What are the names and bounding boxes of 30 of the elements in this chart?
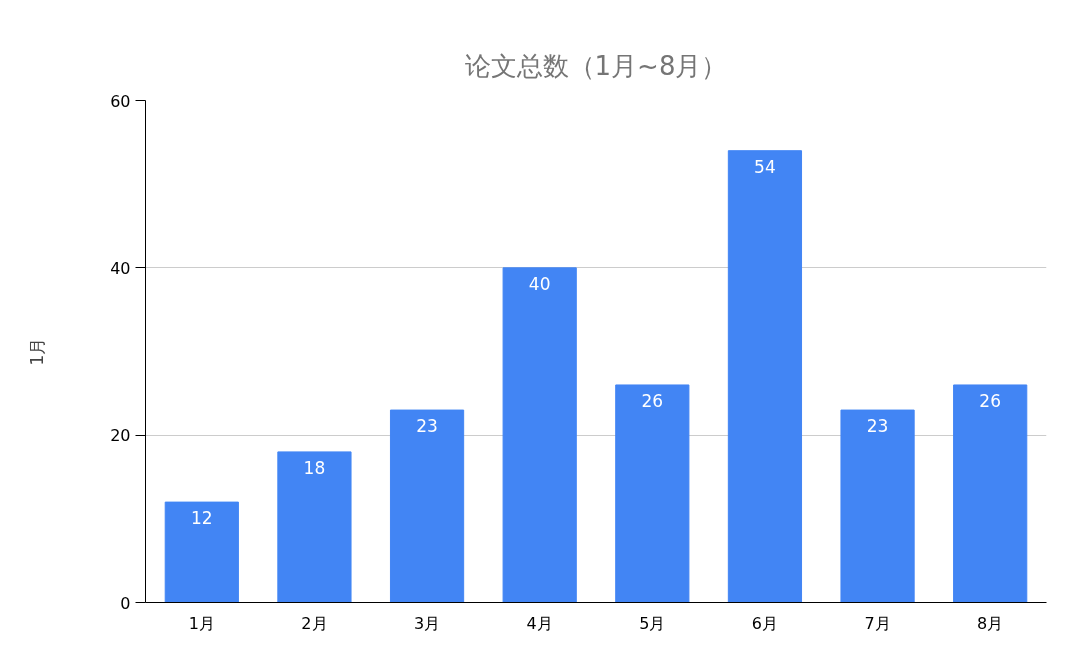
bar (953, 384, 1028, 603)
x-tick-label: 5月 (639, 613, 666, 633)
x-tick-label: 8月 (977, 613, 1004, 633)
bar (502, 267, 577, 603)
chart-title: 论文总数（1月~8月） (464, 50, 728, 81)
bar (389, 409, 465, 603)
bar (727, 150, 803, 603)
data-label: 12 (191, 508, 213, 529)
bar (277, 451, 352, 603)
data-label: 23 (866, 416, 889, 437)
x-tick-label: 6月 (751, 613, 779, 633)
y-tick-label: 60 (110, 91, 131, 111)
data-label: 54 (754, 156, 776, 177)
x-tick-label: 1月 (188, 613, 215, 633)
data-label: 23 (416, 416, 438, 437)
bar (840, 409, 915, 603)
data-label: 26 (641, 390, 664, 411)
data-label: 40 (528, 273, 551, 294)
y-tick-label: 40 (110, 258, 131, 278)
data-label: 26 (979, 390, 1002, 411)
bar (164, 501, 239, 603)
x-tick-label: 4月 (526, 613, 553, 633)
y-axis-title: 1月 (27, 337, 48, 366)
x-tick-label: 2月 (301, 613, 328, 633)
data-label: 18 (303, 457, 326, 478)
x-tick-label: 3月 (413, 613, 441, 633)
y-tick-label: 0 (120, 593, 131, 613)
x-tick-label: 7月 (864, 613, 891, 633)
bar (615, 384, 690, 603)
y-tick-label: 20 (110, 426, 131, 446)
